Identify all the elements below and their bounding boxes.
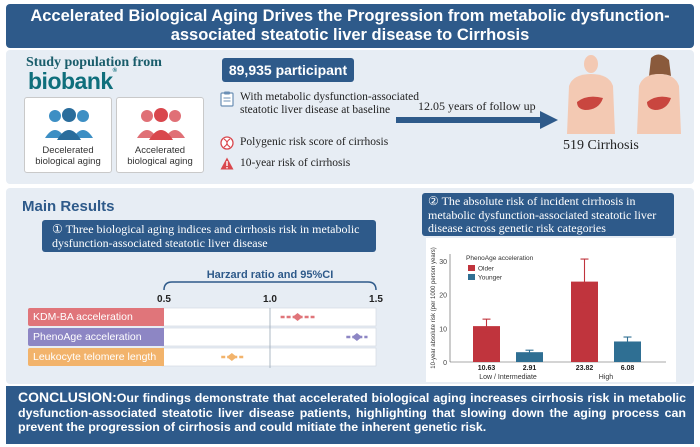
forest-tick-label: 0.5 bbox=[157, 294, 171, 305]
clipboard-icon bbox=[220, 91, 234, 107]
biobank-logo: biobank® bbox=[28, 68, 117, 95]
section1-number: ① bbox=[52, 222, 63, 236]
bar-younger bbox=[516, 352, 543, 362]
forest-tick-label: 1.5 bbox=[369, 294, 383, 305]
bar-value-label: 10.63 bbox=[478, 365, 496, 372]
forest-plot: Harzard ratio and 95%CI 0.5 1.0 1.5 bbox=[157, 269, 383, 368]
bar-chart-bars: 10.63 2.91 23.82 6.08 bbox=[473, 258, 641, 372]
forest-row-label: KDM-BA acceleration bbox=[28, 308, 164, 326]
section2-title: The absolute risk of incident cirrhosis … bbox=[428, 194, 657, 235]
legend-swatch bbox=[468, 265, 475, 271]
bar-younger bbox=[614, 341, 641, 362]
title-banner: Accelerated Biological Aging Drives the … bbox=[6, 4, 694, 48]
forest-axis-bracket bbox=[163, 281, 377, 291]
follow-up-label: 12.05 years of follow up bbox=[418, 99, 536, 113]
dna-icon bbox=[220, 136, 234, 150]
follow-up-arrow bbox=[396, 111, 558, 129]
section1-title-box: ① Three biological aging indices and cir… bbox=[42, 220, 376, 252]
legend-title: PhenoAge acceleration bbox=[466, 255, 534, 262]
bar-value-label: 23.82 bbox=[576, 365, 594, 372]
main-title: Accelerated Biological Aging Drives the … bbox=[30, 7, 670, 44]
forest-tick-label: 1.0 bbox=[263, 294, 277, 305]
biobank-logo-text: biobank bbox=[28, 68, 113, 94]
bar-y-tick-label: 20 bbox=[439, 293, 447, 300]
forest-row-band bbox=[161, 307, 377, 327]
forest-row-label: PhenoAge acceleration bbox=[28, 328, 164, 346]
cirrhosis-outcome: 519 Cirrhosis bbox=[563, 138, 639, 153]
section1-title: Three biological aging indices and cirrh… bbox=[52, 222, 360, 250]
bar-value-label: 6.08 bbox=[621, 365, 635, 372]
forest-point-estimate bbox=[226, 353, 237, 361]
accelerated-aging-label: Accelerated biological aging bbox=[127, 145, 193, 167]
liver-body-illustration bbox=[567, 54, 681, 134]
conclusion-banner: CONCLUSION:Our findings demonstrate that… bbox=[6, 386, 694, 444]
legend-label: Younger bbox=[478, 275, 503, 282]
forest-row-band bbox=[161, 347, 377, 367]
section2-title-box: ② The absolute risk of incident cirrhosi… bbox=[422, 193, 674, 236]
forest-plot-axis: 0.5 1.0 1.5 bbox=[157, 281, 383, 305]
people-group-icon bbox=[45, 108, 93, 140]
bar-y-tick-label: 10 bbox=[439, 326, 447, 333]
forest-row-band bbox=[161, 327, 377, 347]
male-torso-icon bbox=[567, 55, 615, 134]
conclusion-heading: CONCLUSION: bbox=[18, 389, 117, 405]
forest-row-label: Leukocyte telomere length bbox=[28, 348, 164, 366]
study-population-label: Study population from bbox=[26, 55, 162, 70]
main-results-heading: Main Results bbox=[22, 198, 115, 215]
criterion-masld-text: With metabolic dysfunction-associated st… bbox=[240, 91, 420, 116]
bar-y-tick-label: 0 bbox=[443, 360, 447, 367]
people-group-icon bbox=[137, 108, 185, 140]
conclusion-text: Our findings demonstrate that accelerate… bbox=[18, 391, 686, 434]
bar-category-label: High bbox=[599, 374, 614, 381]
bar-category-label: Low / Intermediate bbox=[479, 374, 537, 381]
legend-label: Older bbox=[478, 266, 495, 273]
accelerated-aging-card: Accelerated biological aging bbox=[116, 97, 204, 173]
bar-y-tick-label: 30 bbox=[439, 259, 447, 266]
criterion-10yr-risk-text: 10-year risk of cirrhosis bbox=[240, 157, 351, 169]
criterion-prs-text: Polygenic risk score of cirrhosis bbox=[240, 136, 389, 148]
forest-point-estimate bbox=[351, 333, 362, 341]
section2-number: ② bbox=[428, 194, 439, 208]
warning-icon bbox=[220, 157, 234, 170]
decelerated-aging-card: Decelerated biological aging bbox=[24, 97, 112, 173]
forest-plot-rows bbox=[161, 307, 377, 368]
biobank-logo-mark: ® bbox=[112, 68, 117, 74]
bar-chart-legend: PhenoAge acceleration Older Younger bbox=[466, 255, 534, 282]
bar-value-label: 2.91 bbox=[523, 365, 537, 372]
decelerated-aging-label: Decelerated biological aging bbox=[35, 145, 101, 167]
female-torso-icon bbox=[637, 54, 681, 134]
bar-y-axis-label: 10-year absolute risk (per 1000 person y… bbox=[431, 247, 437, 368]
legend-swatch bbox=[468, 274, 475, 280]
forest-point-estimate bbox=[292, 313, 303, 321]
participants-count: 89,935 participant bbox=[222, 58, 354, 82]
forest-plot-title: Harzard ratio and 95%CI bbox=[207, 269, 334, 281]
